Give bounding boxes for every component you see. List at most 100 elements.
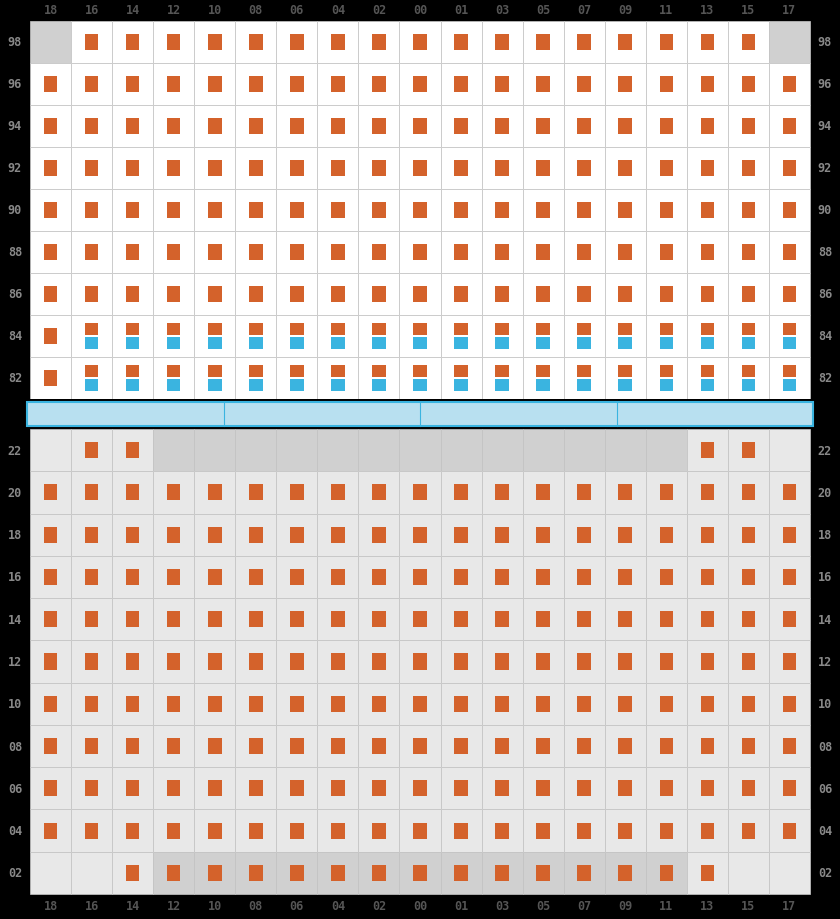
Bar <box>413 77 427 93</box>
Bar <box>235 641 276 683</box>
Text: 20: 20 <box>818 486 832 499</box>
Bar <box>359 106 400 148</box>
Bar <box>331 337 344 350</box>
Bar <box>522 190 564 232</box>
Bar <box>276 641 318 683</box>
Bar <box>194 852 235 894</box>
Text: 98: 98 <box>8 37 22 50</box>
Bar <box>783 738 796 754</box>
Bar <box>496 244 509 261</box>
Bar <box>249 203 263 219</box>
Text: 11: 11 <box>659 5 674 17</box>
Bar <box>577 653 591 670</box>
Bar <box>618 244 632 261</box>
Text: 08: 08 <box>818 740 832 753</box>
Bar <box>235 22 276 64</box>
Bar <box>605 148 646 190</box>
Bar <box>522 22 564 64</box>
Bar <box>30 514 71 556</box>
Bar <box>564 514 605 556</box>
Bar <box>728 725 769 767</box>
Bar <box>440 357 481 400</box>
Bar <box>44 653 57 670</box>
Text: 82: 82 <box>8 372 22 385</box>
Text: 13: 13 <box>701 900 715 913</box>
Bar <box>359 725 400 767</box>
Bar <box>30 429 71 471</box>
Bar <box>618 696 632 712</box>
Bar <box>276 190 318 232</box>
Bar <box>687 556 728 598</box>
Bar <box>359 852 400 894</box>
Bar <box>728 514 769 556</box>
Bar <box>359 767 400 810</box>
Bar <box>413 380 427 391</box>
Bar <box>481 683 522 725</box>
Bar <box>71 190 112 232</box>
Text: 22: 22 <box>8 444 22 457</box>
Bar <box>413 287 427 302</box>
Bar <box>318 274 359 315</box>
Bar <box>126 323 139 336</box>
Bar <box>85 569 98 585</box>
Bar <box>413 161 427 176</box>
Bar <box>742 443 755 459</box>
Bar <box>537 380 550 391</box>
Bar <box>605 598 646 641</box>
Bar <box>208 611 222 628</box>
Bar <box>276 471 318 514</box>
Bar <box>372 611 386 628</box>
Bar <box>537 323 550 336</box>
Bar <box>783 161 796 176</box>
Bar <box>522 315 564 357</box>
Text: 10: 10 <box>207 5 222 17</box>
Bar <box>522 725 564 767</box>
Text: 06: 06 <box>8 782 22 795</box>
Bar <box>112 190 153 232</box>
Bar <box>44 77 57 93</box>
Bar <box>783 119 796 135</box>
Bar <box>208 528 222 543</box>
Bar <box>71 232 112 274</box>
Bar <box>318 64 359 106</box>
Bar <box>372 823 386 839</box>
Bar <box>208 569 222 585</box>
Bar <box>440 725 481 767</box>
Bar <box>112 514 153 556</box>
Bar <box>440 315 481 357</box>
Bar <box>126 337 139 350</box>
Bar <box>400 810 440 852</box>
Bar <box>318 641 359 683</box>
Bar <box>646 429 687 471</box>
Bar <box>167 244 181 261</box>
Bar <box>372 77 386 93</box>
Bar <box>646 148 687 190</box>
Bar <box>126 611 139 628</box>
Bar <box>400 598 440 641</box>
Bar <box>646 683 687 725</box>
Bar <box>30 471 71 514</box>
Bar <box>44 244 57 261</box>
Bar <box>290 77 303 93</box>
Bar <box>153 232 194 274</box>
Text: 18: 18 <box>44 5 58 17</box>
Bar <box>276 22 318 64</box>
Bar <box>318 190 359 232</box>
Text: 92: 92 <box>8 163 22 176</box>
Text: 04: 04 <box>818 824 832 837</box>
Bar <box>400 106 440 148</box>
Bar <box>783 287 796 302</box>
Bar <box>646 22 687 64</box>
Bar <box>249 653 263 670</box>
Bar <box>290 865 303 881</box>
Bar <box>112 64 153 106</box>
Bar <box>235 148 276 190</box>
Text: 22: 22 <box>818 444 832 457</box>
Bar <box>331 485 344 501</box>
Bar <box>783 366 796 378</box>
Bar <box>701 738 714 754</box>
Bar <box>153 810 194 852</box>
Bar <box>413 528 427 543</box>
Bar <box>577 696 591 712</box>
Bar <box>153 641 194 683</box>
